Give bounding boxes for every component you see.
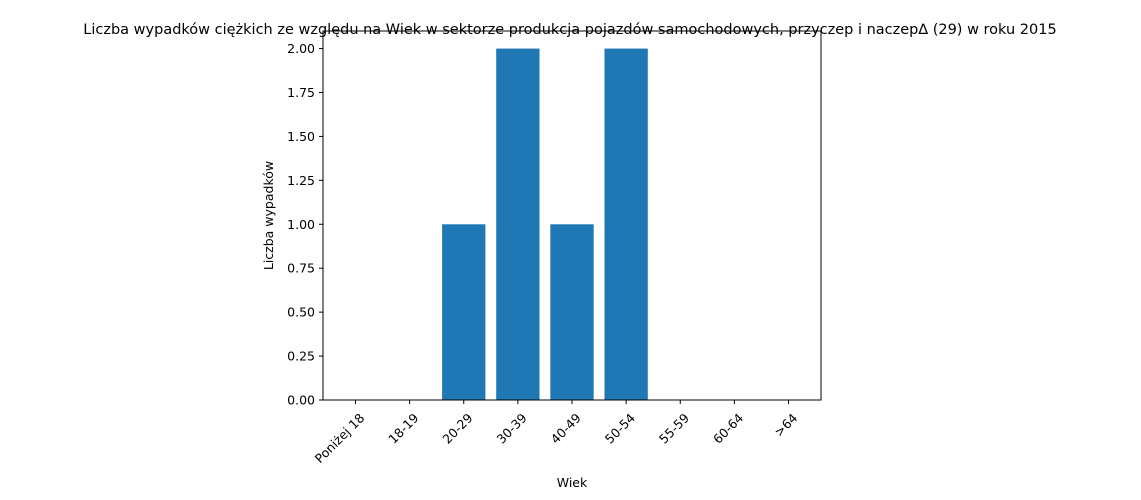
x-axis: Poniżej 18 18-19 20-29 30-39 40-49 50-54 55-59… [312,400,800,466]
x-tick-label: 55-59 [656,410,692,446]
plot-frame [322,30,822,401]
x-axis-label: Wiek [557,475,588,490]
x-tick-label: 60-64 [710,410,746,446]
bar-40-49 [550,224,594,400]
x-tick-label: 50-54 [602,410,638,446]
y-tick-label: 0.75 [287,261,315,276]
y-tick-label: 2.00 [287,41,315,56]
y-tick-label: 1.75 [287,85,315,100]
bar-30-39 [496,48,540,400]
y-tick-label: 1.00 [287,217,315,232]
y-tick-label: 0.25 [287,349,315,364]
x-tick-label: 30-39 [493,410,529,446]
y-tick-label: 0.00 [287,393,315,408]
chart-title: Liczba wypadków ciężkich ze względu na W… [83,22,1056,38]
x-tick-label: 40-49 [548,410,584,446]
x-tick-label: Poniżej 18 [312,410,368,466]
bar-20-29 [442,224,486,400]
y-tick-label: 0.50 [287,305,315,320]
x-tick-label: >64 [771,410,800,439]
x-tick-label: 18-19 [385,410,421,446]
bars-layer [442,48,648,400]
y-axis: 0.00 0.25 0.50 0.75 1.00 1.25 1.50 1.75 2.00 [287,41,323,408]
bar-50-54 [604,48,648,400]
x-tick-label: 20-29 [439,410,475,446]
y-axis-label: Liczba wypadków [261,161,276,270]
y-tick-label: 1.50 [287,129,315,144]
y-tick-label: 1.25 [287,173,315,188]
